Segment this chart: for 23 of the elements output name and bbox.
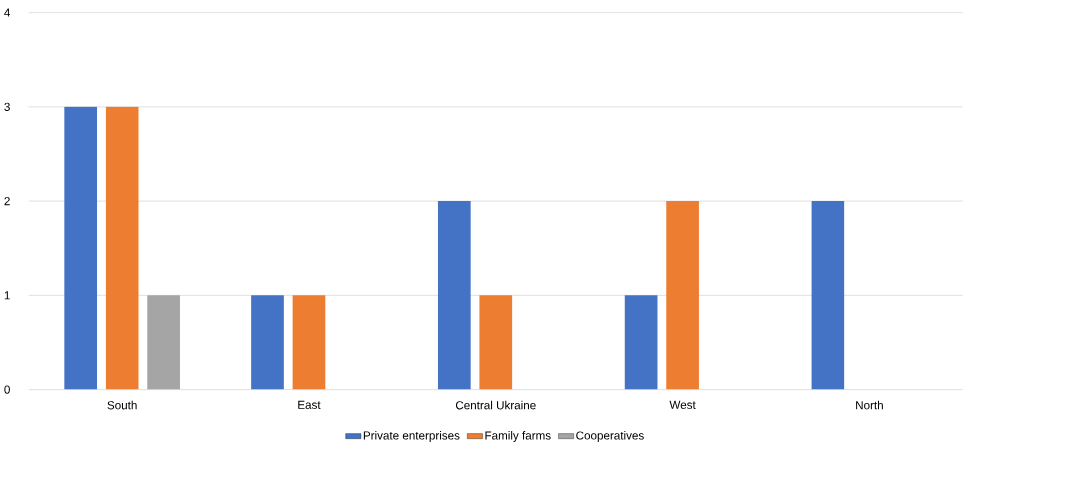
bar: [292, 295, 326, 390]
x-tick-label: North: [856, 400, 883, 410]
bar: [251, 295, 284, 390]
bar: [666, 200, 699, 390]
bar: [147, 295, 180, 390]
legend-label: Private enterprises: [363, 430, 460, 442]
bar: [811, 200, 845, 390]
y-tick-label: 4: [4, 8, 11, 17]
bar: [64, 106, 98, 390]
y-tick-label: 0: [4, 385, 10, 394]
x-tick-label: Central Ukraine: [455, 400, 536, 410]
bar: [624, 295, 658, 390]
legend-label: Family farms: [485, 430, 551, 442]
bar: [105, 106, 139, 390]
x-tick-label: East: [298, 400, 321, 409]
y-tick-label: 2: [4, 196, 10, 206]
bar: [437, 200, 471, 390]
x-tick-label: West: [669, 400, 696, 409]
y-tick-label: 3: [4, 102, 10, 111]
bar: [479, 295, 513, 390]
y-tick-label: 1: [4, 291, 10, 300]
legend-label: Cooperatives: [576, 430, 644, 442]
x-tick-label: South: [107, 400, 137, 410]
